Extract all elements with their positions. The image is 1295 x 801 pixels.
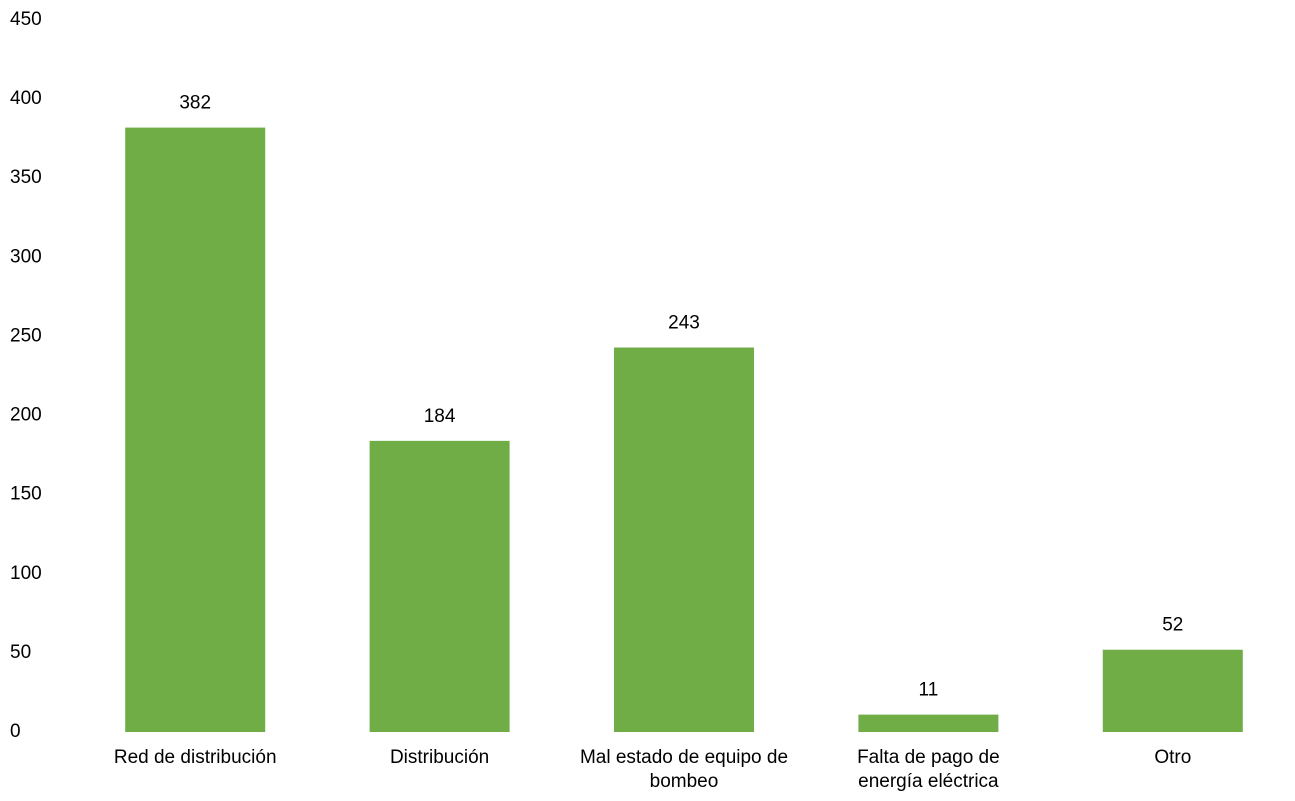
data-label: 52 [1162,615,1183,636]
y-tick-label: 400 [10,88,42,109]
x-tick-label: Otro [1154,747,1192,768]
x-tick-label: Falta de pago de energía eléctrica [857,747,1000,792]
bar [858,714,999,732]
x-tick-label: Mal estado de equipo de bombeo [579,747,789,792]
data-label: 243 [668,313,700,334]
y-tick-label: 0 [10,721,21,742]
y-tick-label: 350 [10,167,42,188]
x-tick-label: Red de distribución [113,747,277,768]
y-tick-label: 100 [10,563,42,584]
bar [125,127,266,732]
y-tick-label: 50 [10,642,31,663]
bar [614,347,754,732]
bar [1102,649,1243,732]
data-label: 184 [424,406,456,427]
y-tick-label: 200 [10,405,42,426]
x-tick-label: Distribución [389,747,490,768]
bar [369,440,510,732]
y-tick-label: 300 [10,246,42,267]
data-label: 11 [919,680,939,701]
y-tick-label: 450 [10,9,42,30]
y-tick-label: 250 [10,325,42,346]
data-label: 382 [179,93,211,114]
y-tick-label: 150 [10,484,42,505]
